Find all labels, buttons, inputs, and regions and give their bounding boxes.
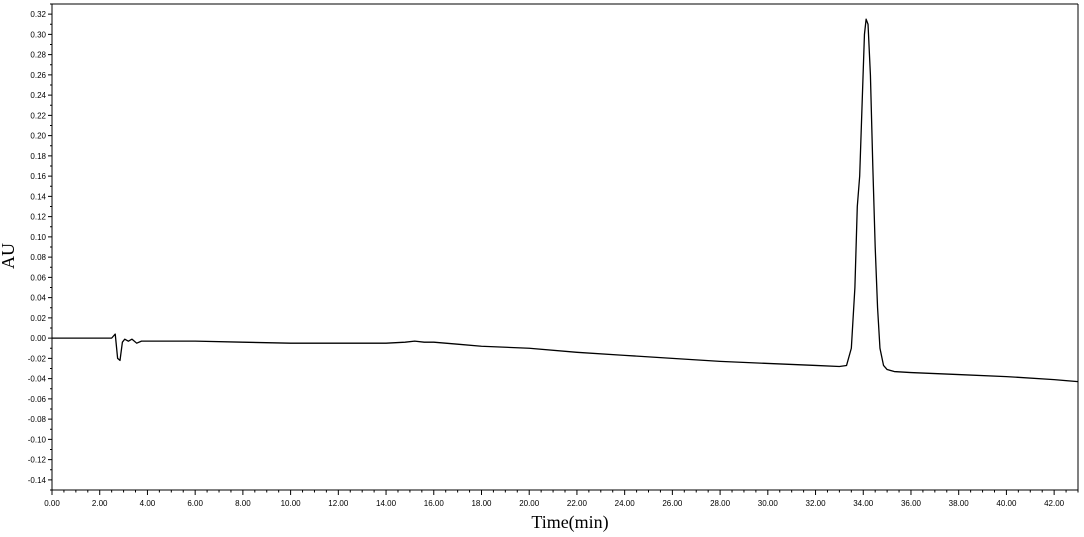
y-tick-label: -0.06 xyxy=(28,395,47,404)
x-tick-label: 32.00 xyxy=(806,499,827,508)
x-tick-label: 16.00 xyxy=(424,499,445,508)
x-tick-label: 20.00 xyxy=(519,499,540,508)
x-tick-label: 38.00 xyxy=(949,499,970,508)
x-tick-label: 6.00 xyxy=(187,499,203,508)
y-tick-label: -0.02 xyxy=(28,354,47,363)
x-tick-label: 26.00 xyxy=(662,499,683,508)
x-tick-label: 8.00 xyxy=(235,499,251,508)
x-tick-label: 0.00 xyxy=(44,499,60,508)
y-tick-label: 0.30 xyxy=(30,30,46,39)
y-tick-label: 0.28 xyxy=(30,51,46,60)
y-tick-label: -0.10 xyxy=(28,435,47,444)
plot-frame xyxy=(51,3,1079,491)
x-tick-label: 34.00 xyxy=(853,499,874,508)
y-axis-ticks: -0.14 -0.12 -0.10 -0.08 -0.06 -0.04 -0.02 0.00 0… xyxy=(28,3,52,491)
y-tick-label: 0.24 xyxy=(30,91,46,100)
y-tick-label: 0.32 xyxy=(30,10,46,19)
y-tick-label: 0.02 xyxy=(30,314,46,323)
x-tick-label: 36.00 xyxy=(901,499,922,508)
x-tick-label: 40.00 xyxy=(996,499,1017,508)
x-tick-label: 28.00 xyxy=(710,499,731,508)
y-tick-label: 0.04 xyxy=(30,294,46,303)
x-tick-label: 14.00 xyxy=(376,499,397,508)
x-tick-label: 22.00 xyxy=(567,499,588,508)
y-tick-label: 0.20 xyxy=(30,132,46,141)
y-tick-label: -0.12 xyxy=(28,456,47,465)
x-axis-title: Time(min) xyxy=(531,512,608,533)
x-tick-label: 24.00 xyxy=(615,499,636,508)
series-layer xyxy=(52,18,1079,383)
y-tick-label: -0.14 xyxy=(28,476,47,485)
y-tick-label: 0.14 xyxy=(30,192,46,201)
x-tick-label: 42.00 xyxy=(1044,499,1065,508)
y-tick-label: -0.04 xyxy=(28,375,47,384)
x-tick-label: 30.00 xyxy=(758,499,779,508)
y-tick-label: 0.10 xyxy=(30,233,46,242)
y-tick-label: 0.26 xyxy=(30,71,46,80)
y-tick-label: 0.08 xyxy=(30,253,46,262)
x-tick-label: 18.00 xyxy=(471,499,492,508)
x-tick-label: 2.00 xyxy=(92,499,108,508)
chromatogram-trace xyxy=(52,18,1079,383)
x-tick-label: 10.00 xyxy=(281,499,302,508)
y-tick-label: -0.08 xyxy=(28,415,47,424)
y-tick-label: 0.06 xyxy=(30,273,46,282)
y-axis-title: AU xyxy=(0,243,18,269)
y-tick-label: 0.22 xyxy=(30,111,46,120)
x-tick-label: 4.00 xyxy=(140,499,156,508)
x-tick-label: 12.00 xyxy=(328,499,349,508)
y-tick-label: 0.00 xyxy=(30,334,46,343)
y-tick-label: 0.16 xyxy=(30,172,46,181)
y-tick-label: 0.12 xyxy=(30,213,46,222)
x-axis-ticks: 0.00 2.00 4.00 6.00 8.00 10.00 12.00 14.00 16.00… xyxy=(44,490,1079,508)
y-tick-label: 0.18 xyxy=(30,152,46,161)
